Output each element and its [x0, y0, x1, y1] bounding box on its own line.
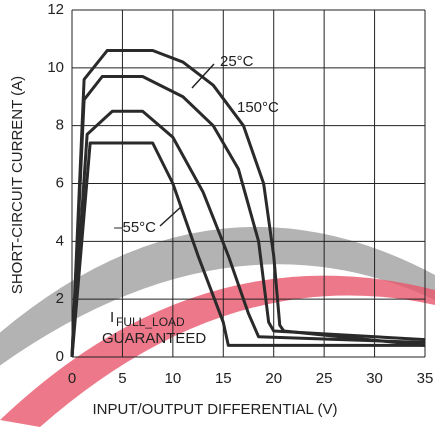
x-tick-label: 15 — [215, 370, 232, 387]
x-tick-label: 0 — [68, 370, 76, 387]
y-tick-label: 0 — [56, 348, 64, 365]
x-tick-label: 20 — [265, 370, 282, 387]
annotation-subscript: FULL_LOAD — [116, 315, 185, 329]
y-tick-label: 8 — [56, 117, 64, 134]
y-tick-label: 12 — [47, 1, 64, 18]
y-tick-label: 10 — [47, 59, 64, 76]
arrow — [159, 205, 183, 227]
x-tick-label: 10 — [165, 370, 182, 387]
annotation-main: I — [110, 309, 114, 326]
curve — [70, 75, 426, 358]
curve — [70, 109, 426, 358]
curve — [70, 48, 426, 358]
curve — [70, 141, 425, 358]
annotation: –55°C — [114, 219, 156, 236]
watermark-gray — [0, 226, 435, 366]
y-tick-label: 2 — [56, 290, 64, 307]
annotation: 150°C — [237, 99, 279, 116]
y-tick-label: 6 — [56, 174, 64, 191]
x-axis-label: INPUT/OUTPUT DIFFERENTIAL (V) — [92, 401, 337, 418]
arrow — [191, 63, 215, 89]
x-tick-label: 5 — [118, 370, 126, 387]
x-tick-label: 30 — [366, 370, 383, 387]
annotation: GUARANTEED — [102, 330, 206, 347]
x-tick-label: 25 — [316, 370, 333, 387]
x-tick-label: 35 — [417, 370, 434, 387]
y-axis-label: SHORT-CIRCUIT CURRENT (A) — [9, 76, 26, 294]
annotation: 25°C — [220, 53, 254, 70]
plot-area: 0 5 10 15 20 25 30 35 0 2 4 6 8 10 12 25°C 150°C –55°C I FU… — [47, 1, 433, 387]
y-tick-label: 4 — [56, 232, 64, 249]
